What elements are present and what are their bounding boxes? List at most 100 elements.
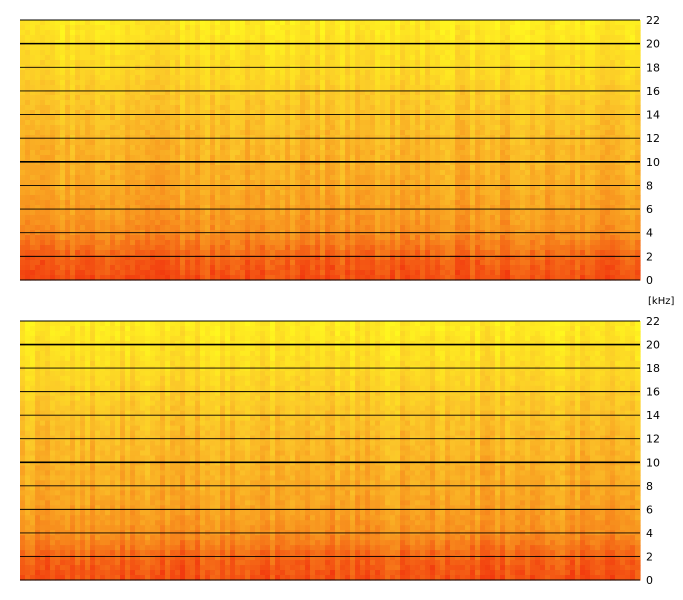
- spectrogram-cell: [265, 205, 271, 211]
- spectrogram-cell: [610, 180, 616, 186]
- spectrogram-cell: [245, 185, 251, 191]
- spectrogram-cell: [620, 175, 626, 181]
- spectrogram-cell: [555, 45, 561, 51]
- spectrogram-cell: [445, 60, 451, 66]
- spectrogram-cell: [160, 220, 166, 226]
- spectrogram-cell: [280, 40, 286, 46]
- spectrogram-cell: [160, 190, 166, 196]
- spectrogram-cell: [330, 65, 336, 71]
- spectrogram-cell: [400, 155, 406, 161]
- spectrogram-cell: [555, 40, 561, 46]
- spectrogram-cell: [265, 80, 271, 86]
- spectrogram-cell: [520, 20, 526, 26]
- spectrogram-cell: [615, 110, 621, 116]
- spectrogram-cell: [125, 125, 131, 131]
- spectrogram-cell: [285, 185, 291, 191]
- spectrogram-cell: [505, 90, 511, 96]
- spectrogram-cell: [165, 25, 171, 31]
- spectrogram-cell: [380, 170, 386, 176]
- spectrogram-cell: [255, 115, 261, 121]
- spectrogram-cell: [315, 155, 321, 161]
- spectrogram-cell: [290, 25, 296, 31]
- spectrogram-cell: [620, 85, 626, 91]
- spectrogram-cell: [220, 145, 226, 151]
- spectrogram-cell: [195, 45, 201, 51]
- spectrogram-cell: [235, 170, 241, 176]
- spectrogram-cell: [555, 30, 561, 36]
- spectrogram-cell: [295, 160, 301, 166]
- spectrogram-cell: [625, 100, 631, 106]
- spectrogram-cell: [420, 75, 426, 81]
- spectrogram-cell: [515, 100, 521, 106]
- spectrogram-cell: [450, 85, 456, 91]
- spectrogram-cell: [460, 60, 466, 66]
- spectrogram-cell: [340, 100, 346, 106]
- spectrogram-cell: [430, 100, 436, 106]
- spectrogram-cell: [400, 45, 406, 51]
- spectrogram-cell: [620, 155, 626, 161]
- spectrogram-cell: [255, 70, 261, 76]
- spectrogram-cell: [255, 25, 261, 31]
- spectrogram-cell: [545, 180, 551, 186]
- spectrogram-cell: [315, 95, 321, 101]
- spectrogram-cell: [25, 175, 31, 181]
- spectrogram-cell: [255, 35, 261, 41]
- spectrogram-cell: [470, 55, 476, 61]
- spectrogram-cell: [285, 85, 291, 91]
- spectrogram-cell: [255, 40, 261, 46]
- spectrogram-cell: [505, 170, 511, 176]
- spectrogram-cell: [570, 215, 576, 221]
- spectrogram-cell: [560, 150, 566, 156]
- spectrogram-cell: [280, 165, 286, 171]
- spectrogram-cell: [420, 150, 426, 156]
- spectrogram-cell: [590, 170, 596, 176]
- spectrogram-cell: [275, 120, 281, 126]
- spectrogram-cell: [560, 40, 566, 46]
- spectrogram-cell: [535, 55, 541, 61]
- spectrogram-cell: [230, 70, 236, 76]
- spectrogram-cell: [490, 25, 496, 31]
- spectrogram-cell: [65, 50, 71, 56]
- spectrogram-cell: [175, 95, 181, 101]
- spectrogram-cell: [305, 20, 311, 26]
- spectrogram-cell: [265, 65, 271, 71]
- spectrogram-cell: [245, 50, 251, 56]
- spectrogram-cell: [325, 110, 331, 116]
- spectrogram-cell: [75, 55, 81, 61]
- spectrogram-cell: [560, 210, 566, 216]
- spectrogram-cell: [55, 75, 61, 81]
- spectrogram-cell: [310, 215, 316, 221]
- spectrogram-cell: [25, 40, 31, 46]
- spectrogram-cell: [290, 175, 296, 181]
- spectrogram-cell: [70, 210, 76, 216]
- spectrogram-cell: [195, 165, 201, 171]
- spectrogram-cell: [210, 85, 216, 91]
- spectrogram-cell: [50, 60, 56, 66]
- spectrogram-cell: [240, 110, 246, 116]
- spectrogram-cell: [125, 210, 131, 216]
- spectrogram-cell: [95, 150, 101, 156]
- spectrogram-cell: [315, 60, 321, 66]
- spectrogram-cell: [100, 185, 106, 191]
- spectrogram-cell: [50, 185, 56, 191]
- spectrogram-cell: [520, 40, 526, 46]
- spectrogram-cell: [465, 190, 471, 196]
- spectrogram-cell: [635, 210, 641, 216]
- spectrogram-cell: [290, 205, 296, 211]
- spectrogram-cell: [370, 210, 376, 216]
- spectrogram-cell: [460, 140, 466, 146]
- spectrogram-cell: [115, 110, 121, 116]
- spectrogram-cell: [325, 120, 331, 126]
- spectrogram-cell: [535, 170, 541, 176]
- spectrogram-cell: [210, 70, 216, 76]
- spectrogram-cell: [525, 155, 531, 161]
- spectrogram-cell: [70, 40, 76, 46]
- spectrogram-cell: [580, 125, 586, 131]
- spectrogram-cell: [100, 95, 106, 101]
- spectrogram-cell: [40, 40, 46, 46]
- spectrogram-cell: [240, 195, 246, 201]
- spectrogram-cell: [590, 90, 596, 96]
- spectrogram-cell: [365, 90, 371, 96]
- spectrogram-cell: [215, 145, 221, 151]
- spectrogram-cell: [195, 75, 201, 81]
